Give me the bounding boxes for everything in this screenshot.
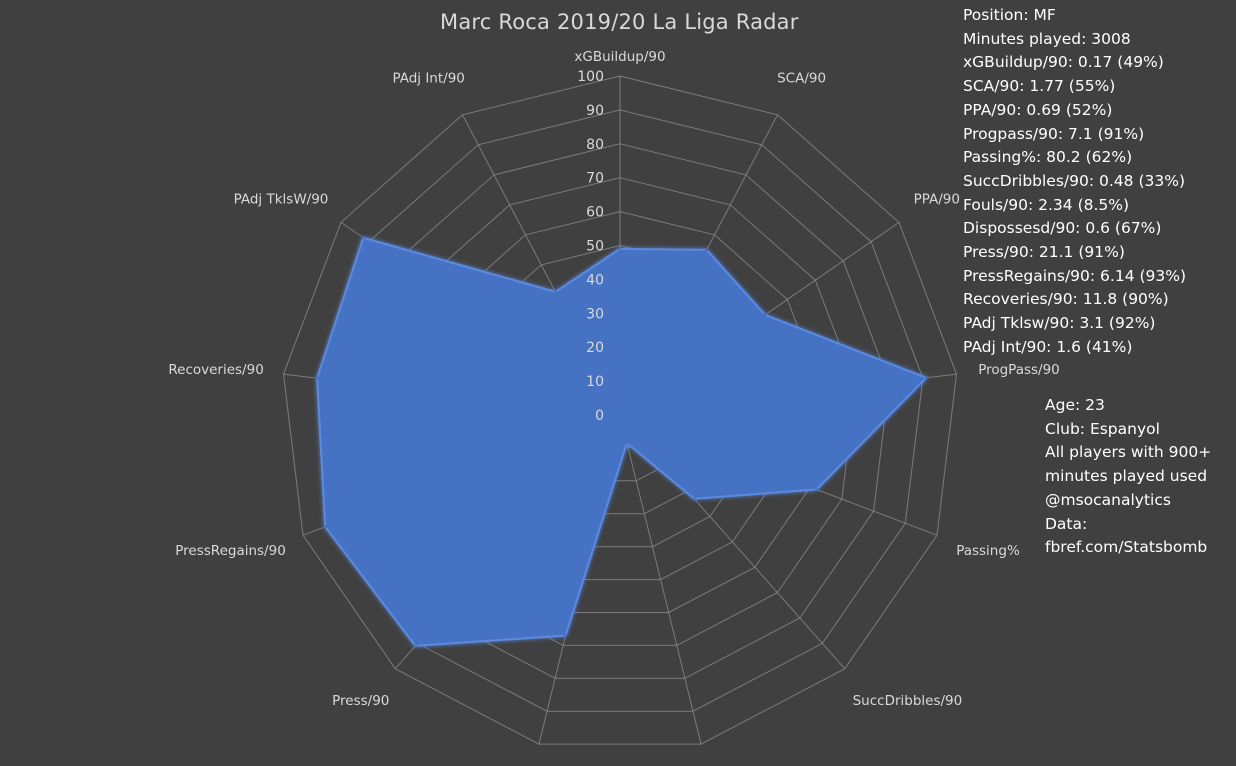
info-line: minutes played used [1045, 467, 1208, 486]
info-line: Club: Espanyol [1045, 419, 1160, 438]
radial-tick-label: 60 [586, 205, 604, 221]
data-point [705, 248, 709, 252]
radial-tick-label: 10 [586, 374, 604, 390]
data-point [924, 376, 928, 380]
info-line: Age: 23 [1045, 396, 1105, 414]
stats-line: Progpass/90: 7.1 (91%) [963, 124, 1145, 143]
stats-line: PressRegains/90: 6.14 (93%) [963, 266, 1187, 285]
axis-label: PPA/90 [914, 192, 960, 208]
radial-tick-label: 30 [586, 306, 604, 322]
axis-label: PAdj Int/90 [392, 71, 464, 87]
axis-label: Press/90 [332, 693, 389, 709]
radial-tick-label: 90 [586, 103, 604, 119]
axis-label: SuccDribbles/90 [853, 693, 963, 709]
data-point [413, 644, 417, 648]
series-area [316, 236, 928, 647]
data-point [692, 497, 696, 501]
stats-line: xGBuildup/90: 0.17 (49%) [963, 53, 1164, 72]
data-point [625, 441, 629, 445]
stats-line: PAdj Tklsw/90: 3.1 (92%) [963, 314, 1156, 333]
radial-tick-label: 20 [586, 340, 604, 356]
stats-line: PPA/90: 0.69 (52%) [963, 100, 1113, 119]
data-point [763, 313, 767, 317]
radial-tick-label: 40 [586, 272, 604, 288]
radial-tick-label: 80 [586, 137, 604, 153]
axis-label: Passing% [956, 543, 1020, 559]
data-point [315, 376, 319, 380]
stats-line: Recoveries/90: 11.8 (90%) [963, 290, 1169, 309]
stats-line: Position: MF [963, 6, 1056, 24]
stats-panel: Position: MF Minutes played: 3008 xGBuil… [963, 4, 1186, 360]
radial-tick-label: 50 [586, 239, 604, 255]
stats-line: Fouls/90: 2.34 (8.5%) [963, 195, 1130, 214]
stats-line: Passing%: 80.2 (62%) [963, 148, 1133, 167]
data-point [361, 236, 365, 240]
stats-line: SCA/90: 1.77 (55%) [963, 77, 1116, 96]
stats-line: Press/90: 21.1 (91%) [963, 243, 1125, 262]
stats-line: PAdj Int/90: 1.6 (41%) [963, 337, 1133, 356]
data-point [815, 488, 818, 491]
info-line: fbref.com/Statsbomb [1045, 538, 1208, 557]
info-panel: Age: 23 Club: Espanyol All players with … [1045, 394, 1211, 560]
stats-line: Minutes played: 3008 [963, 29, 1131, 48]
axis-label: SCA/90 [777, 71, 826, 87]
radial-tick-label: 70 [586, 171, 604, 187]
axis-label: xGBuildup/90 [574, 49, 665, 65]
data-point [323, 525, 327, 529]
info-line: Data: [1045, 514, 1088, 533]
axis-label: PAdj TklsW/90 [234, 192, 329, 208]
radial-tick-label: 0 [595, 408, 604, 424]
info-line: All players with 900+ [1045, 443, 1212, 462]
data-point [564, 634, 568, 637]
chart-title: Marc Roca 2019/20 La Liga Radar [440, 10, 799, 34]
info-line: @msocanalytics [1045, 490, 1171, 509]
grid-spoke [619, 414, 702, 745]
stats-line: Dispossesd/90: 0.6 (67%) [963, 219, 1162, 238]
data-point [553, 290, 557, 294]
axis-label: Recoveries/90 [168, 362, 263, 378]
data-point [618, 247, 622, 251]
axis-label: ProgPass/90 [978, 362, 1060, 378]
axis-label: PressRegains/90 [175, 543, 286, 559]
stats-line: SuccDribbles/90: 0.48 (33%) [963, 171, 1185, 190]
grid-ring [282, 75, 958, 745]
radial-tick-label: 100 [577, 69, 604, 85]
